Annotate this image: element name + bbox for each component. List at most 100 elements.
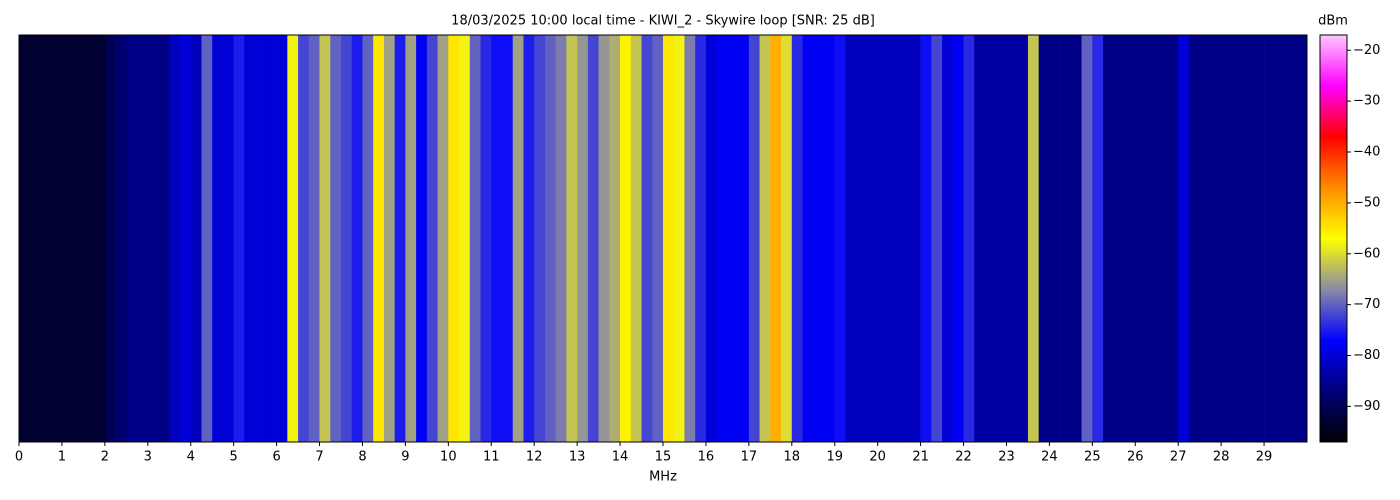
x-tick-label: 23 bbox=[998, 450, 1015, 465]
x-tick-label: 11 bbox=[483, 450, 500, 465]
colorbar-tick-label: −70 bbox=[1353, 297, 1380, 312]
x-tick-label: 24 bbox=[1041, 450, 1058, 465]
spectrum-cell bbox=[1188, 35, 1200, 442]
x-tick-label: 18 bbox=[784, 450, 801, 465]
spectrum-cell bbox=[158, 35, 170, 442]
chart-title: 18/03/2025 10:00 local time - KIWI_2 - S… bbox=[451, 14, 875, 29]
x-tick-label: 22 bbox=[955, 450, 972, 465]
x-tick-label: 26 bbox=[1127, 450, 1144, 465]
spectrum-cell bbox=[1146, 35, 1158, 442]
spectrum-cell bbox=[566, 35, 578, 442]
spectrum-cell bbox=[362, 35, 374, 442]
spectrum-cell bbox=[909, 35, 921, 442]
spectrum-cell bbox=[781, 35, 793, 442]
x-tick-label: 4 bbox=[187, 450, 195, 465]
spectrum-cell bbox=[856, 35, 868, 442]
spectrum-cell bbox=[137, 35, 149, 442]
spectrum-cell bbox=[942, 35, 954, 442]
spectrum-cell bbox=[394, 35, 406, 442]
spectrum-cell bbox=[555, 35, 567, 442]
spectrum-cell bbox=[180, 35, 192, 442]
spectrum-cell bbox=[684, 35, 696, 442]
x-tick-label: 14 bbox=[612, 450, 629, 465]
spectrum-cell bbox=[491, 35, 503, 442]
colorbar-tick-label: −60 bbox=[1353, 246, 1380, 261]
spectrum-cell bbox=[1274, 35, 1286, 442]
spectrum-cell bbox=[1178, 35, 1190, 442]
spectrum-cell bbox=[738, 35, 750, 442]
spectrum-cell bbox=[212, 35, 224, 442]
spectrum-cell bbox=[1038, 35, 1050, 442]
x-tick-label: 16 bbox=[698, 450, 715, 465]
x-tick-label: 12 bbox=[526, 450, 543, 465]
spectrum-cell bbox=[83, 35, 95, 442]
spectrum-cell bbox=[1113, 35, 1125, 442]
x-tick-label: 9 bbox=[401, 450, 409, 465]
spectrum-cell bbox=[147, 35, 159, 442]
spectrum-cell bbox=[51, 35, 63, 442]
spectrum-cell bbox=[233, 35, 245, 442]
spectrum-cell bbox=[834, 35, 846, 442]
spectrum-cell bbox=[899, 35, 911, 442]
spectrum-cell bbox=[985, 35, 997, 442]
spectrum-cell bbox=[888, 35, 900, 442]
spectrum-cell bbox=[1264, 35, 1276, 442]
spectrum-cell bbox=[416, 35, 428, 442]
spectrum-cell bbox=[727, 35, 739, 442]
spectrum-cell bbox=[845, 35, 857, 442]
spectrum-cell bbox=[298, 35, 310, 442]
spectrum-cell bbox=[1070, 35, 1082, 442]
colorbar-tick-label: −30 bbox=[1353, 94, 1380, 109]
x-axis-label: MHz bbox=[649, 470, 677, 485]
spectrum-cell bbox=[276, 35, 288, 442]
spectrum-cell bbox=[469, 35, 481, 442]
spectrum-cell bbox=[319, 35, 331, 442]
colorbar-tick-label: −40 bbox=[1353, 145, 1380, 160]
x-tick-label: 29 bbox=[1256, 450, 1273, 465]
spectrum-cell bbox=[373, 35, 385, 442]
spectrum-cell bbox=[802, 35, 814, 442]
spectrum-cell bbox=[1156, 35, 1168, 442]
x-tick-label: 25 bbox=[1084, 450, 1101, 465]
spectrum-cell bbox=[1135, 35, 1147, 442]
colorbar-tick-label: −50 bbox=[1353, 195, 1380, 210]
spectrum-cell bbox=[222, 35, 234, 442]
spectrum-cell bbox=[609, 35, 621, 442]
spectrum-cell bbox=[502, 35, 514, 442]
x-tick-label: 15 bbox=[655, 450, 672, 465]
spectrum-cell bbox=[995, 35, 1007, 442]
x-tick-label: 8 bbox=[358, 450, 366, 465]
spectrum-cell bbox=[598, 35, 610, 442]
spectrum-cell bbox=[1199, 35, 1211, 442]
spectrum-cell bbox=[19, 35, 31, 442]
spectrum-cell bbox=[244, 35, 256, 442]
spectrum-cell bbox=[426, 35, 438, 442]
spectrum-cell bbox=[1231, 35, 1243, 442]
colorbar-label: dBm bbox=[1318, 14, 1348, 29]
spectrum-cell bbox=[1060, 35, 1072, 442]
spectrum-cell bbox=[630, 35, 642, 442]
spectrum-cell bbox=[791, 35, 803, 442]
x-tick-label: 19 bbox=[826, 450, 843, 465]
spectrum-cell bbox=[523, 35, 535, 442]
spectrum-cell bbox=[931, 35, 943, 442]
spectrum-cell bbox=[1124, 35, 1136, 442]
spectrum-cell bbox=[459, 35, 471, 442]
spectrum-cell bbox=[201, 35, 213, 442]
spectrum-cell bbox=[1092, 35, 1104, 442]
colorbar bbox=[1319, 34, 1348, 443]
x-tick-label: 17 bbox=[741, 450, 758, 465]
spectrum-cell bbox=[255, 35, 267, 442]
x-tick-label: 20 bbox=[869, 450, 886, 465]
x-tick-label: 5 bbox=[230, 450, 238, 465]
spectrum-cell bbox=[824, 35, 836, 442]
spectrum-cell bbox=[405, 35, 417, 442]
spectrum-cell bbox=[673, 35, 685, 442]
x-tick-label: 2 bbox=[101, 450, 109, 465]
spectrum-cell bbox=[1285, 35, 1297, 442]
spectrum-cell bbox=[534, 35, 546, 442]
spectrum-cell bbox=[72, 35, 84, 442]
spectrum-cell bbox=[1253, 35, 1265, 442]
spectrum-cell bbox=[663, 35, 675, 442]
